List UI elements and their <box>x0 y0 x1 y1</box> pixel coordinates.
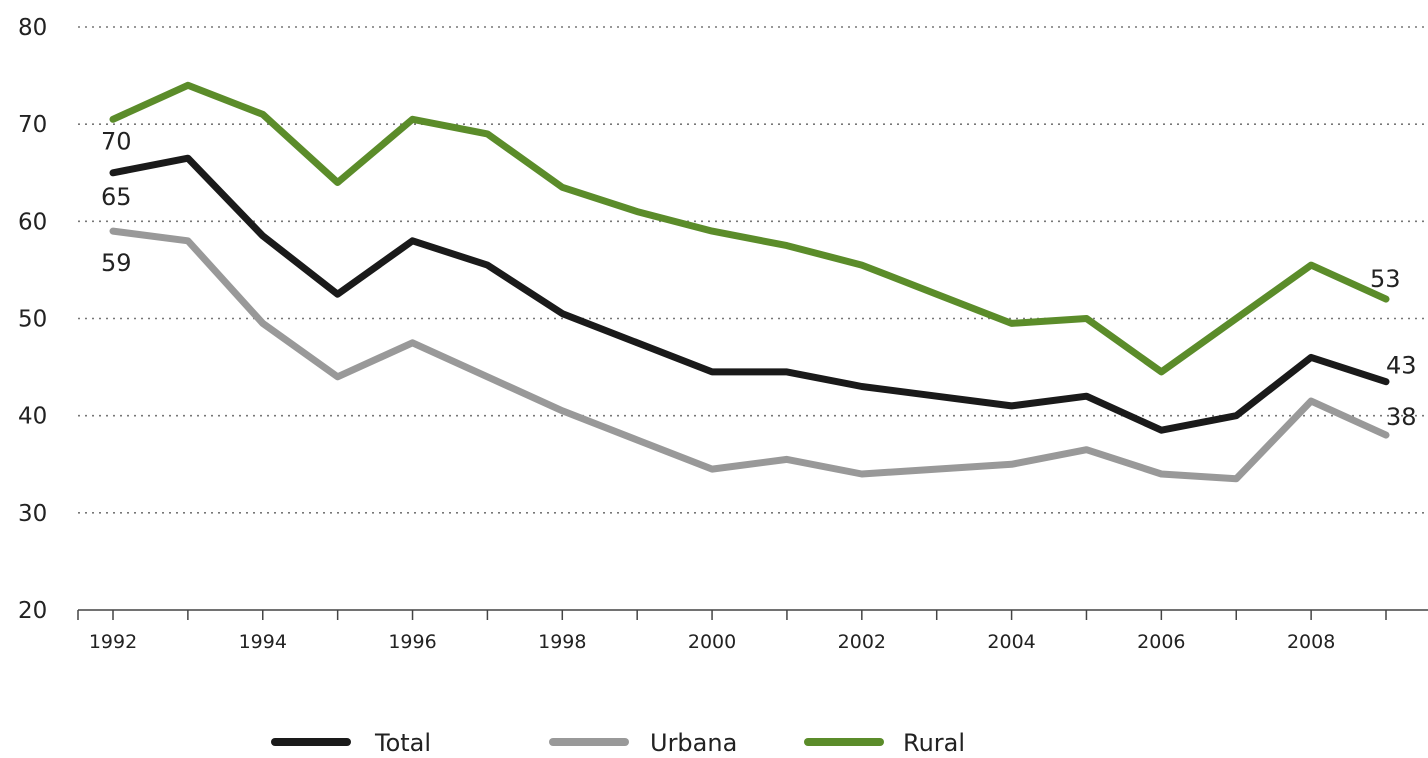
series-line-rural <box>109 81 1390 376</box>
x-tick-label: 2000 <box>688 631 736 653</box>
x-tick-label: 2006 <box>1137 631 1185 653</box>
x-tick-label: 1992 <box>89 631 137 653</box>
legend-label: Total <box>374 729 431 757</box>
data-label-urbana: 59 <box>101 249 132 277</box>
y-tick-label: 40 <box>18 404 47 430</box>
legend: Total Urbana Rural <box>271 729 965 757</box>
series-line-urbana <box>109 227 1390 483</box>
x-axis: 20 30 40 50 60 70 80 1992 1994 1996 1998 2000 2002 20… <box>18 15 1428 653</box>
legend-item-total: Total <box>271 729 431 757</box>
y-tick-label: 30 <box>18 501 47 527</box>
data-label-urbana: 38 <box>1386 403 1417 431</box>
x-tick-label: 2008 <box>1287 631 1335 653</box>
x-tick-label: 1996 <box>388 631 436 653</box>
x-tick-label: 1998 <box>538 631 586 653</box>
data-label-total: 43 <box>1386 352 1417 380</box>
y-tick-label: 50 <box>18 307 47 333</box>
legend-label: Rural <box>903 729 965 757</box>
data-label-rural: 70 <box>101 127 132 155</box>
data-label-total: 65 <box>101 183 132 211</box>
y-tick-label: 20 <box>18 598 47 624</box>
series-line-total <box>109 154 1390 434</box>
gridlines <box>78 26 1428 514</box>
legend-item-rural: Rural <box>804 729 965 757</box>
y-tick-label: 80 <box>18 15 47 41</box>
x-tick-label: 1994 <box>239 631 287 653</box>
y-tick-label: 70 <box>18 112 47 138</box>
x-tick-label: 2004 <box>987 631 1035 653</box>
legend-item-urbana: Urbana <box>549 729 737 757</box>
legend-label: Urbana <box>650 729 737 757</box>
data-label-rural: 53 <box>1370 265 1401 293</box>
data-labels: 65 43 59 38 70 53 <box>101 127 1417 431</box>
y-tick-label: 60 <box>18 209 47 235</box>
series-lines <box>109 81 1390 483</box>
x-tick-label: 2002 <box>838 631 886 653</box>
